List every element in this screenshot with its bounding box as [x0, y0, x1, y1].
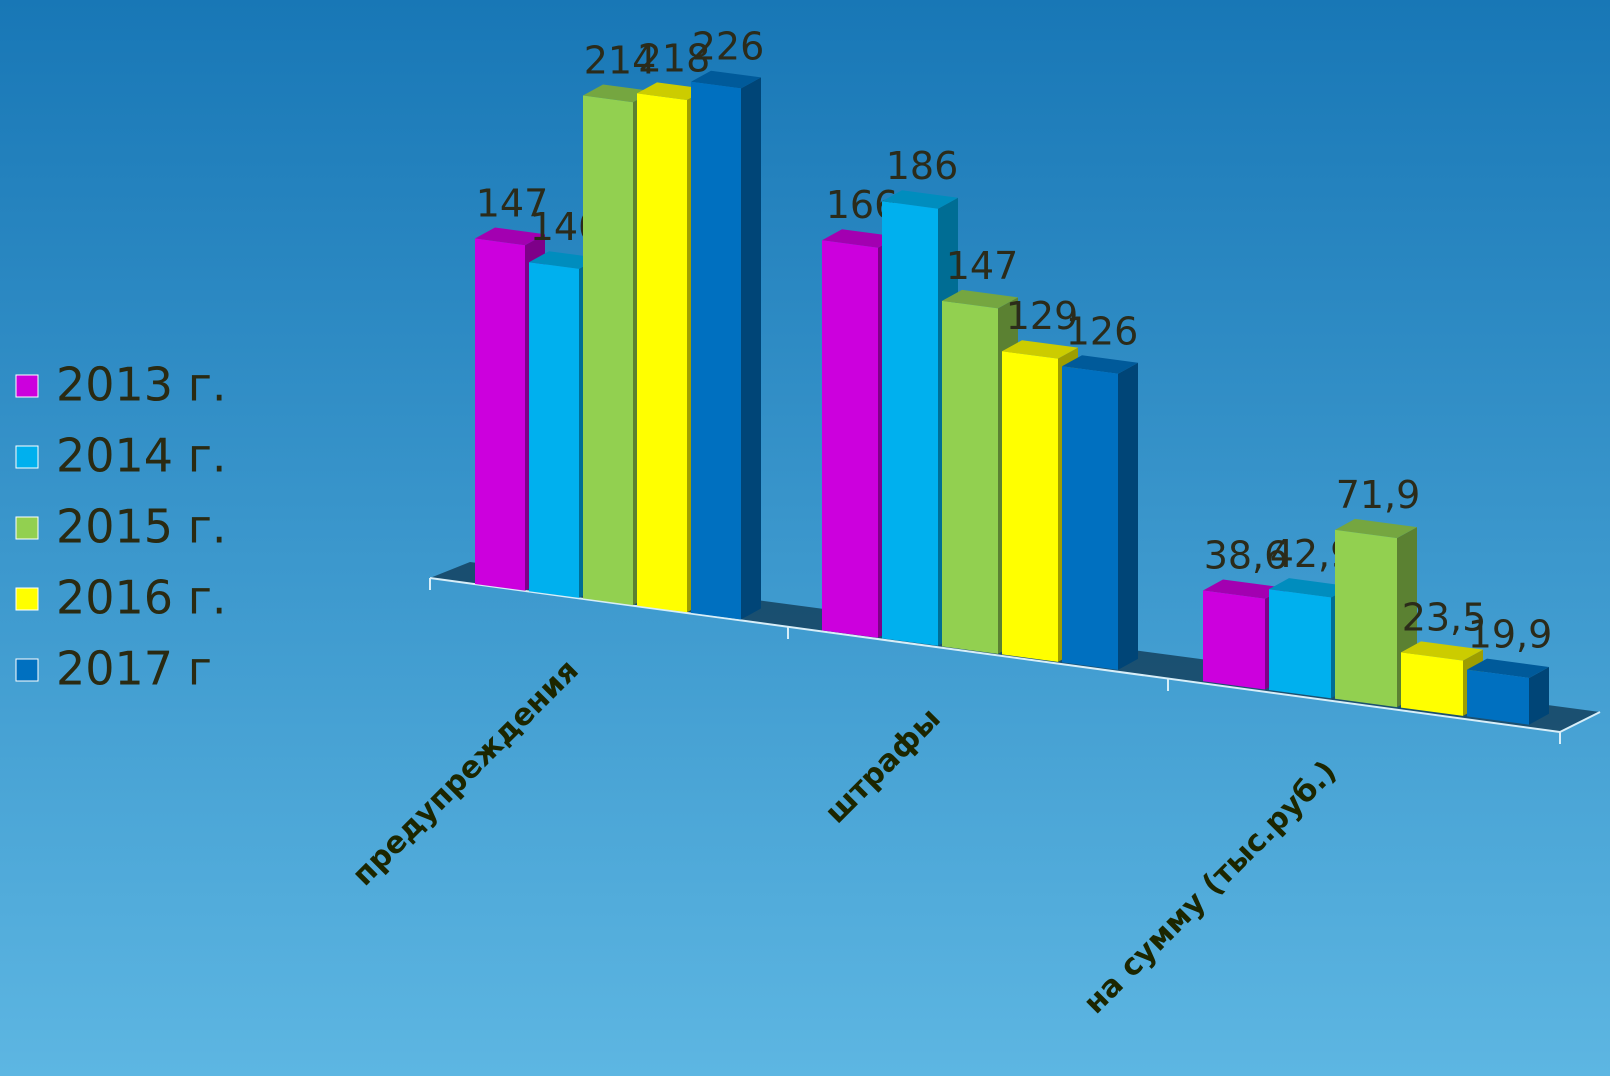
bar [1203, 590, 1265, 690]
floor-ticks [429, 578, 1561, 744]
value-label: 129 [1006, 294, 1079, 338]
bar [637, 93, 687, 613]
bar-top [691, 70, 761, 89]
legend-swatch [15, 445, 39, 469]
legend-label: 2015 г. [56, 500, 226, 554]
bar-top [1335, 518, 1417, 539]
legend-swatch [15, 516, 39, 540]
bar [1467, 669, 1529, 725]
legend-swatch [15, 374, 39, 398]
bar [942, 300, 998, 654]
bar [691, 81, 741, 620]
value-label: 214 [584, 39, 657, 83]
bar [882, 201, 938, 646]
bar [822, 240, 878, 638]
legend-label: 2013 г. [56, 358, 226, 412]
bar [1269, 589, 1331, 699]
floor-edge [429, 577, 1561, 733]
bar [1062, 366, 1118, 670]
bar-top [882, 190, 958, 209]
value-label: 126 [1066, 309, 1139, 353]
bar-top [1401, 641, 1483, 661]
legend-label: 2017 г [56, 642, 212, 696]
value-label: 147 [476, 182, 549, 226]
bar-top [822, 229, 898, 248]
bar-top [942, 289, 1018, 309]
bar [583, 95, 633, 606]
bar-top [1269, 578, 1351, 598]
legend-swatch [15, 587, 39, 611]
bar [475, 238, 525, 591]
legend-label: 2014 г. [56, 429, 226, 483]
legend-label: 2016 г. [56, 571, 226, 625]
bar [1002, 351, 1058, 662]
bar-top [583, 84, 653, 103]
value-label: 218 [638, 36, 711, 80]
bar-top [1002, 340, 1078, 359]
value-label: 226 [692, 25, 765, 69]
bar-side [741, 77, 761, 620]
bar-top [637, 82, 707, 101]
floor-edge [1559, 711, 1601, 733]
value-label: 23,5 [1402, 595, 1487, 639]
value-label: 71,9 [1336, 473, 1421, 517]
bar-top [1062, 355, 1138, 374]
bar [529, 262, 579, 598]
bar-side [1529, 666, 1549, 725]
bar-top [529, 251, 599, 269]
value-label: 19,9 [1468, 613, 1553, 657]
bar-top [475, 227, 545, 246]
value-label: 147 [946, 244, 1019, 288]
legend-swatch [15, 658, 39, 682]
bar [1401, 652, 1463, 716]
bar-side [1118, 362, 1138, 670]
bar [1335, 529, 1397, 708]
value-label: 38,6 [1204, 533, 1289, 577]
value-label: 186 [886, 144, 959, 188]
bar-top [1203, 579, 1285, 599]
bar-top [1467, 658, 1549, 678]
